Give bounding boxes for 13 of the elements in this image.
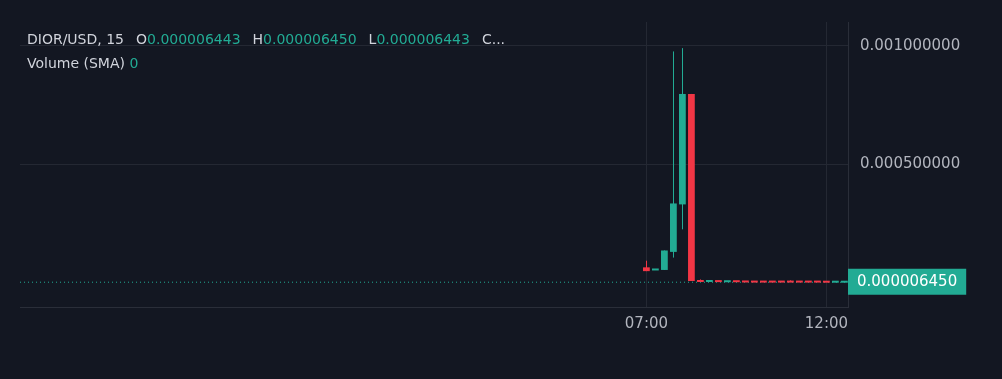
annotation: H0.000006450 xyxy=(252,30,357,47)
annotation: L0.000006443 xyxy=(368,30,470,47)
x-tick-label: 12:00 xyxy=(804,313,849,332)
ref-line-label: 0.000006450 xyxy=(857,271,958,290)
annotation: O0.000006443 xyxy=(136,30,241,47)
annotation: Volume (SMA) 0 xyxy=(27,54,139,71)
y-tick-label: 0.000500000 xyxy=(860,154,961,173)
candlestick xyxy=(661,249,668,271)
x-tick-label: 07:00 xyxy=(624,313,669,332)
candlestick xyxy=(787,280,794,283)
y-tick-label: 0.001000000 xyxy=(860,35,961,54)
text: DIOR/USD, 15 xyxy=(27,30,125,47)
annotation: C... xyxy=(481,30,506,47)
